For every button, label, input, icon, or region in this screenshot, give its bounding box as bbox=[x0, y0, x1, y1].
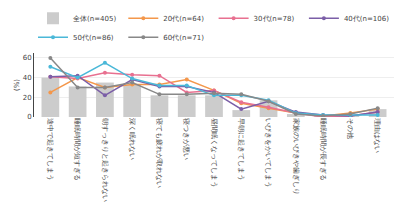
svg-text:寝つきが悪い: 寝つきが悪い bbox=[182, 118, 190, 160]
svg-text:睡眠時間が長すぎる: 睡眠時間が長すぎる bbox=[319, 118, 327, 181]
svg-text:途中で起きてしまう: 途中で起きてしまう bbox=[46, 118, 54, 181]
svg-text:早朝に起きてしまう: 早朝に起きてしまう bbox=[237, 118, 245, 181]
svg-text:寝ても疲れが取れない: 寝ても疲れが取れない bbox=[155, 118, 163, 188]
svg-text:(%): (%) bbox=[13, 79, 21, 91]
svg-text:いびきをかいてしまう: いびきをかいてしまう bbox=[264, 118, 272, 188]
svg-text:昼間眠くなってしまう: 昼間眠くなってしまう bbox=[210, 118, 218, 188]
svg-text:60: 60 bbox=[23, 54, 32, 62]
svg-text:家族のいびきや歯ぎしり: 家族のいびきや歯ぎしり bbox=[292, 118, 300, 195]
svg-text:50代(n=86): 50代(n=86) bbox=[73, 34, 114, 42]
svg-text:全体(n=405): 全体(n=405) bbox=[73, 15, 116, 23]
svg-text:理由はない: 理由はない bbox=[373, 118, 381, 153]
svg-text:深く眠れない: 深く眠れない bbox=[128, 118, 136, 160]
svg-text:40: 40 bbox=[23, 74, 32, 82]
svg-text:40代(n=106): 40代(n=106) bbox=[344, 15, 389, 23]
svg-text:60代(n=71): 60代(n=71) bbox=[163, 34, 204, 42]
svg-text:30代(n=78): 30代(n=78) bbox=[254, 15, 295, 23]
svg-text:睡眠時間が短すぎる: 睡眠時間が短すぎる bbox=[73, 118, 81, 181]
svg-text:朝すっきりと起きられない: 朝すっきりと起きられない bbox=[101, 118, 109, 202]
svg-text:その他: その他 bbox=[346, 118, 354, 139]
svg-text:20: 20 bbox=[23, 94, 32, 102]
svg-text:20代(n=64): 20代(n=64) bbox=[163, 15, 204, 23]
svg-text:0: 0 bbox=[27, 113, 31, 121]
